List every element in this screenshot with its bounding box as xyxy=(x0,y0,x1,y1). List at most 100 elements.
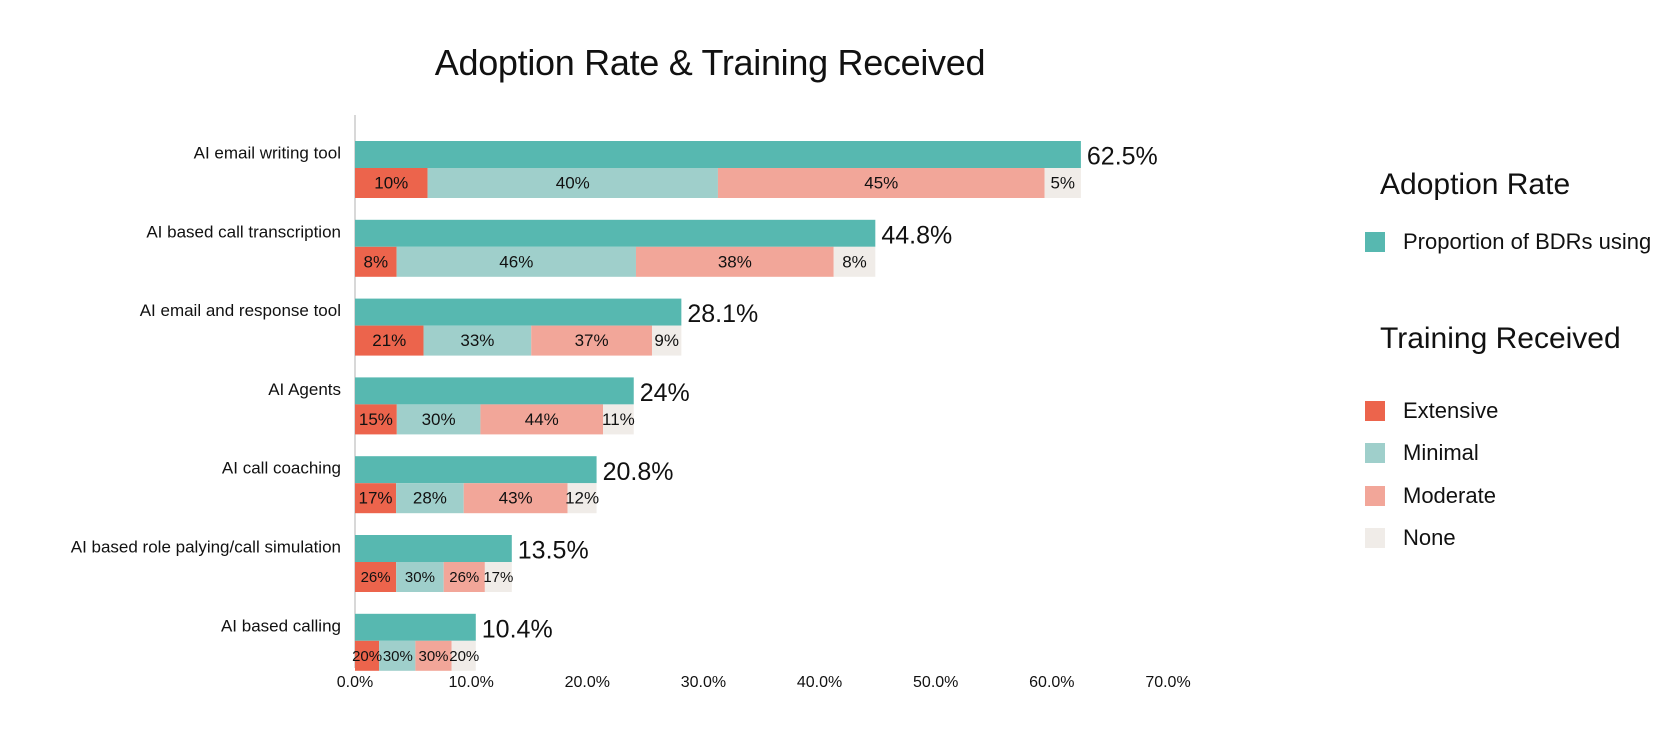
legend-label-adoption: Proportion of BDRs using xyxy=(1403,229,1652,254)
training-segment-extensive xyxy=(355,640,380,671)
training-value-label-moderate: 38% xyxy=(718,252,752,271)
training-segment-none xyxy=(603,404,634,435)
x-tick-label: 0.0% xyxy=(337,674,373,691)
adoption-bar xyxy=(355,377,634,405)
training-value-label-none: 8% xyxy=(842,252,867,271)
training-segment-moderate xyxy=(443,562,485,592)
training-value-label-none: 12% xyxy=(565,489,599,508)
x-tick-label: 30.0% xyxy=(681,674,726,691)
adoption-bar xyxy=(355,613,476,641)
training-value-label-extensive: 26% xyxy=(361,569,391,586)
training-segment-moderate xyxy=(717,168,1045,198)
legend-item-adoption: Proportion of BDRs using xyxy=(1365,229,1651,255)
legend-swatch-moderate xyxy=(1365,486,1385,506)
training-value-label-moderate: 45% xyxy=(864,173,898,192)
training-value-label-moderate: 26% xyxy=(449,569,479,586)
x-tick-label: 50.0% xyxy=(913,674,958,691)
legend-swatch-extensive xyxy=(1365,401,1385,421)
training-segment-none xyxy=(833,246,876,277)
adoption-bar xyxy=(355,141,1081,168)
category-label: AI based calling xyxy=(221,616,341,635)
category-label: AI based call transcription xyxy=(146,222,341,241)
training-segment-moderate xyxy=(480,404,604,435)
training-value-label-extensive: 20% xyxy=(352,648,382,665)
legend-item-minimal: Minimal xyxy=(1365,440,1479,466)
adoption-value-label: 28.1% xyxy=(687,300,758,328)
training-value-label-minimal: 40% xyxy=(556,173,590,192)
training-segment-minimal xyxy=(396,246,636,277)
adoption-bar xyxy=(355,535,512,562)
training-value-label-extensive: 10% xyxy=(374,173,408,192)
training-segment-minimal xyxy=(379,640,416,671)
adoption-bar xyxy=(355,219,876,247)
training-segment-extensive xyxy=(355,168,428,198)
training-segment-moderate xyxy=(463,483,568,514)
training-value-label-minimal: 28% xyxy=(413,489,447,508)
adoption-value-label: 24% xyxy=(640,379,690,407)
adoption-value-label: 13.5% xyxy=(518,537,589,565)
training-segment-minimal xyxy=(396,483,464,514)
category-label: AI based role palying/call simulation xyxy=(71,537,341,556)
training-segment-moderate xyxy=(635,246,834,277)
training-value-label-moderate: 37% xyxy=(575,331,609,350)
legend-label-minimal: Minimal xyxy=(1403,440,1479,465)
training-segment-moderate xyxy=(415,640,452,671)
legend-training-heading: Training Received xyxy=(1380,322,1621,355)
training-segment-none xyxy=(451,640,476,671)
adoption-bar xyxy=(355,298,682,326)
legend-swatch-none xyxy=(1365,528,1385,548)
training-value-label-none: 11% xyxy=(602,410,635,429)
training-segment-none xyxy=(567,483,597,514)
training-value-label-extensive: 21% xyxy=(372,331,406,350)
adoption-value-label: 44.8% xyxy=(881,221,952,249)
adoption-bar xyxy=(355,456,597,484)
category-label: AI email and response tool xyxy=(140,301,341,320)
training-value-label-extensive: 17% xyxy=(359,489,393,508)
legend-label-none: None xyxy=(1403,525,1456,550)
training-segment-none xyxy=(1044,168,1081,198)
training-value-label-minimal: 30% xyxy=(383,648,413,665)
x-tick-label: 60.0% xyxy=(1029,674,1074,691)
category-label: AI call coaching xyxy=(222,459,341,478)
training-segment-none xyxy=(484,562,512,592)
legend-item-moderate: Moderate xyxy=(1365,483,1496,509)
training-value-label-minimal: 33% xyxy=(460,331,494,350)
adoption-value-label: 10.4% xyxy=(482,615,553,643)
chart-title: Adoption Rate & Training Received xyxy=(434,42,986,83)
training-segment-extensive xyxy=(355,404,397,435)
training-segment-extensive xyxy=(355,246,397,277)
training-value-label-none: 9% xyxy=(654,331,679,350)
legend-label-extensive: Extensive xyxy=(1403,398,1499,423)
training-segment-extensive xyxy=(355,562,397,592)
training-value-label-extensive: 15% xyxy=(359,410,393,429)
legend-item-none: None xyxy=(1365,525,1456,551)
training-segment-minimal xyxy=(423,325,532,356)
training-segment-none xyxy=(651,325,682,356)
training-segment-extensive xyxy=(355,325,424,356)
training-value-label-none: 20% xyxy=(449,648,479,665)
training-value-label-moderate: 43% xyxy=(499,489,533,508)
training-segment-minimal xyxy=(396,562,444,592)
training-value-label-none: 5% xyxy=(1050,173,1075,192)
training-segment-extensive xyxy=(355,483,397,514)
training-value-label-none: 17% xyxy=(483,569,513,586)
x-tick-label: 10.0% xyxy=(448,674,493,691)
legend-item-extensive: Extensive xyxy=(1365,398,1498,424)
training-value-label-minimal: 30% xyxy=(405,569,435,586)
training-value-label-minimal: 46% xyxy=(499,252,533,271)
legend-label-moderate: Moderate xyxy=(1403,483,1496,508)
category-label: AI Agents xyxy=(268,380,341,399)
training-value-label-moderate: 44% xyxy=(525,410,559,429)
x-tick-label: 70.0% xyxy=(1145,674,1190,691)
legend-adoption-heading: Adoption Rate xyxy=(1380,168,1571,201)
x-tick-label: 40.0% xyxy=(797,674,842,691)
training-value-label-minimal: 30% xyxy=(422,410,456,429)
adoption-value-label: 62.5% xyxy=(1087,143,1158,171)
training-value-label-moderate: 30% xyxy=(418,648,448,665)
adoption-value-label: 20.8% xyxy=(603,458,674,486)
training-segment-moderate xyxy=(531,325,652,356)
category-label: AI email writing tool xyxy=(194,143,341,162)
training-segment-minimal xyxy=(427,168,718,198)
legend-swatch-minimal xyxy=(1365,443,1385,463)
